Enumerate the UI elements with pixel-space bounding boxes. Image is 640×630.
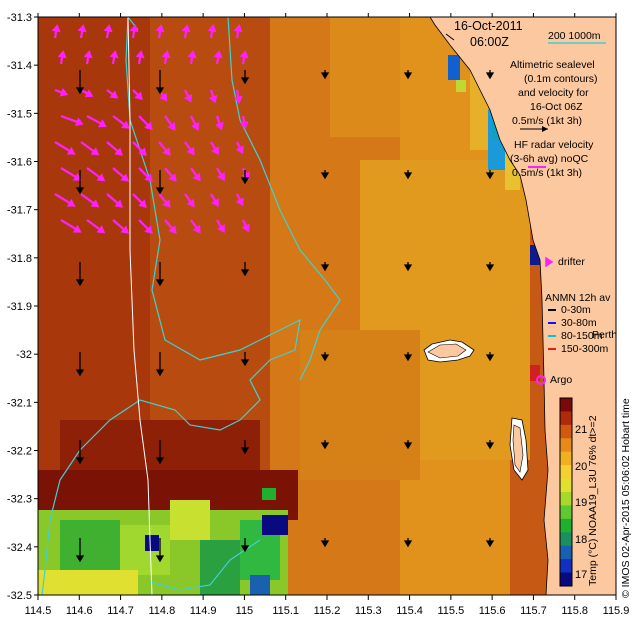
glider-track bbox=[127, 16, 153, 596]
anmn-item-label: 0-30m bbox=[561, 304, 591, 316]
x-axis: 114.5 114.6 114.7 114.8 114.9 115 115.1 115.2 11… bbox=[25, 13, 630, 617]
title-time: 06:00Z bbox=[470, 35, 509, 49]
credit-text: © IMOS 02-Apr-2015 05:06:02 Hobart time bbox=[620, 398, 632, 598]
x-tick-label: 115.2 bbox=[314, 605, 341, 617]
x-tick-label: 115.6 bbox=[479, 605, 506, 617]
x-tick-label: 114.9 bbox=[190, 605, 217, 617]
colorbar-tick: 18 bbox=[575, 534, 587, 546]
colorbar-tick: 17 bbox=[575, 569, 587, 581]
svg-text:0.5m/s (1kt 3h): 0.5m/s (1kt 3h) bbox=[512, 167, 582, 179]
contour-1000m bbox=[227, 16, 341, 381]
svg-text:(0.1m contours): (0.1m contours) bbox=[524, 73, 598, 85]
y-tick-label: -32.2 bbox=[7, 446, 32, 458]
x-tick-label: 115.8 bbox=[561, 605, 588, 617]
anmn-item-label: 150-300m bbox=[561, 343, 609, 355]
x-tick-label: 115.4 bbox=[396, 605, 423, 617]
svg-text:0.5m/s (1kt 3h): 0.5m/s (1kt 3h) bbox=[512, 115, 582, 127]
x-tick-label: 115 bbox=[236, 605, 254, 617]
svg-text:HF radar velocity: HF radar velocity bbox=[514, 139, 594, 151]
altimetric-legend: Altimetric sealevel (0.1m contours) and … bbox=[510, 59, 598, 132]
title-date: 16-Oct-2011 bbox=[454, 19, 523, 33]
scale-bar-label: 200 1000m bbox=[548, 30, 601, 42]
drifter-icon bbox=[545, 256, 554, 268]
y-tick-label: -31.4 bbox=[7, 60, 32, 72]
anmn-title: ANMN 12h av bbox=[545, 292, 611, 304]
x-tick-label: 114.5 bbox=[25, 605, 52, 617]
svg-text:and velocity for: and velocity for bbox=[518, 87, 589, 99]
y-tick-label: -31.5 bbox=[7, 108, 32, 120]
y-tick-label: -32.3 bbox=[7, 494, 32, 506]
colorbar-tick: 19 bbox=[575, 497, 587, 509]
x-tick-label: 114.7 bbox=[107, 605, 134, 617]
drifter-label: drifter bbox=[558, 256, 585, 268]
hf-radar-legend: HF radar velocity (3-6h avg) noQC 0.5m/s… bbox=[510, 139, 594, 179]
y-tick-label: -32.4 bbox=[7, 542, 32, 554]
x-tick-label: 115.1 bbox=[272, 605, 299, 617]
y-tick-label: -31.6 bbox=[7, 157, 32, 169]
svg-text:16-Oct 06Z: 16-Oct 06Z bbox=[530, 101, 583, 113]
svg-text:Altimetric sealevel: Altimetric sealevel bbox=[510, 59, 595, 71]
y-tick-label: -31.3 bbox=[7, 12, 32, 24]
y-tick-label: -31.9 bbox=[7, 301, 32, 313]
argo-icon bbox=[536, 375, 546, 385]
x-tick-label: 115.5 bbox=[437, 605, 464, 617]
x-tick-label: 115.9 bbox=[603, 605, 630, 617]
argo-label: Argo bbox=[550, 374, 572, 386]
y-tick-label: -32 bbox=[16, 349, 32, 361]
x-tick-label: 115.3 bbox=[355, 605, 382, 617]
anmn-item-label: 30-80m bbox=[561, 317, 597, 329]
y-tick-label: -31.7 bbox=[7, 205, 32, 217]
colorbar: 21 20 19 18 17 bbox=[559, 397, 587, 587]
colorbar-tick: 21 bbox=[575, 424, 587, 436]
x-tick-label: 114.8 bbox=[148, 605, 175, 617]
contour-200m bbox=[41, 16, 301, 596]
altimetry-vectors bbox=[75, 70, 495, 563]
perth-label: Perth bbox=[592, 329, 617, 341]
x-tick-label: 114.6 bbox=[66, 605, 93, 617]
anmn-item-label: 80-150m bbox=[561, 330, 603, 342]
x-tick-label: 115.7 bbox=[520, 605, 547, 617]
y-axis: -31.3 -31.4 -31.5 -31.6 -31.7 -31.8 -31.9 -32 -3… bbox=[7, 12, 38, 602]
colorbar-label: Temp (°C) NOAA19_L3U 76% dt>=2 bbox=[587, 415, 599, 586]
y-tick-label: -32.1 bbox=[7, 397, 32, 409]
colorbar-tick: 20 bbox=[575, 461, 587, 473]
y-tick-label: -32.5 bbox=[7, 590, 32, 602]
svg-text:(3-6h avg) noQC: (3-6h avg) noQC bbox=[510, 153, 589, 165]
y-tick-label: -31.8 bbox=[7, 253, 32, 265]
